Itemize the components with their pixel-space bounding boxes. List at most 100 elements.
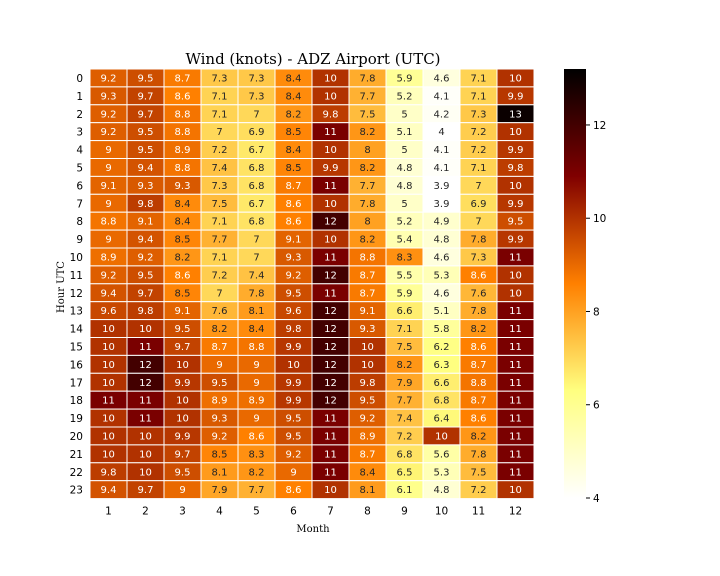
cell-value-label: 7.7 [360,181,376,192]
cell-value-label: 9.6 [286,306,302,317]
cell-value-label: 12 [324,306,337,317]
cell-value-label: 8.2 [360,127,376,138]
cell-value-label: 11 [509,396,522,407]
cell-value-label: 9.3 [286,252,302,263]
cell-value-label: 10 [509,181,522,192]
x-tick-label: 1 [105,506,112,518]
cell-value-label: 7.2 [397,431,413,442]
cell-value-label: 9.3 [212,414,228,425]
y-tick-label: 20 [70,431,83,443]
cell-value-label: 8.9 [212,396,228,407]
cell-value-label: 8 [364,217,370,228]
cell-value-label: 9.2 [101,109,117,120]
cell-value-label: 8.3 [397,252,413,263]
y-tick-label: 0 [76,73,83,85]
cell-value-label: 9.5 [138,145,154,156]
cell-value-label: 9 [253,414,259,425]
cell-value-label: 8.6 [471,342,487,353]
cell-value-label: 12 [139,378,152,389]
cell-value-label: 8.7 [212,342,228,353]
cell-value-label: 10 [102,431,115,442]
cell-value-label: 9.8 [138,199,154,210]
cell-value-label: 9.4 [101,485,117,496]
cell-value-label: 10 [139,324,152,335]
cell-value-label: 8.7 [471,396,487,407]
cell-value-label: 8.2 [175,252,191,263]
x-tick-label: 8 [364,506,371,518]
cell-value-label: 8.2 [471,431,487,442]
cell-value-label: 6.9 [471,199,487,210]
cell-value-label: 7.8 [360,199,376,210]
cell-value-label: 9.2 [286,270,302,281]
cell-value-label: 9.2 [360,414,376,425]
x-tick-label: 11 [472,506,485,518]
y-tick-label: 10 [70,252,83,264]
cell-value-label: 9.8 [360,378,376,389]
cell-value-label: 10 [287,360,300,371]
cell-value-label: 6.6 [434,378,450,389]
cell-value-label: 8.8 [101,217,117,228]
cell-value-label: 8.9 [175,145,191,156]
colorbar-tick-label: 10 [593,213,606,225]
cell-value-label: 7.4 [397,414,413,425]
cell-value-label: 8.4 [175,199,191,210]
cell-value-label: 9.5 [212,378,228,389]
cell-value-label: 7.3 [249,73,265,84]
colorbar-tick-label: 8 [593,306,600,318]
x-axis-label: Month [296,524,330,535]
y-tick-label: 3 [76,127,83,139]
cell-value-label: 11 [324,431,337,442]
cell-value-label: 9.9 [508,199,524,210]
cell-value-label: 5.1 [434,306,450,317]
cell-value-label: 6.8 [249,163,265,174]
cell-value-label: 7.8 [249,288,265,299]
cell-value-label: 8.6 [471,270,487,281]
cell-value-label: 11 [509,252,522,263]
cell-value-label: 9.8 [101,467,117,478]
cell-value-label: 9 [290,467,296,478]
cell-value-label: 10 [102,324,115,335]
cell-value-label: 8.1 [249,306,265,317]
cell-value-label: 9.9 [286,342,302,353]
cell-value-label: 11 [324,449,337,460]
cell-value-label: 8.9 [249,396,265,407]
cell-value-label: 12 [324,360,337,371]
cell-value-label: 5 [401,199,407,210]
cell-value-label: 9.7 [138,109,154,120]
cell-value-label: 7 [475,217,481,228]
cell-value-label: 10 [509,270,522,281]
cell-value-label: 9.2 [286,449,302,460]
cell-value-label: 8.7 [471,360,487,371]
cell-value-label: 9.2 [101,270,117,281]
cell-value-label: 7.2 [212,145,228,156]
y-tick-label: 8 [76,216,83,228]
cell-value-label: 5.9 [397,73,413,84]
cell-value-label: 11 [139,396,152,407]
cell-value-label: 7 [475,181,481,192]
cell-value-label: 7.7 [212,235,228,246]
cell-value-label: 7.1 [471,91,487,102]
cell-value-label: 10 [361,360,374,371]
cell-value-label: 12 [324,324,337,335]
cell-value-label: 10 [176,360,189,371]
cell-value-label: 8.5 [175,288,191,299]
cell-value-label: 13 [509,109,522,120]
cell-value-label: 7.7 [397,396,413,407]
colorbar-tick-label: 6 [593,400,600,412]
cell-value-label: 7.6 [471,288,487,299]
cell-value-label: 7.3 [471,109,487,120]
cell-value-label: 11 [509,449,522,460]
cell-value-label: 8.8 [249,342,265,353]
cell-value-label: 11 [324,181,337,192]
y-tick-label: 12 [70,288,83,300]
cell-value-label: 8.6 [175,270,191,281]
cell-value-label: 7 [253,235,259,246]
cell-value-label: 6.8 [249,217,265,228]
cell-value-label: 9.5 [175,467,191,478]
cell-value-label: 8.6 [286,217,302,228]
cell-value-label: 5.8 [434,324,450,335]
cell-value-label: 9.5 [286,431,302,442]
cell-value-label: 9 [179,485,185,496]
cell-value-label: 8.5 [286,127,302,138]
y-tick-label: 19 [70,413,83,425]
